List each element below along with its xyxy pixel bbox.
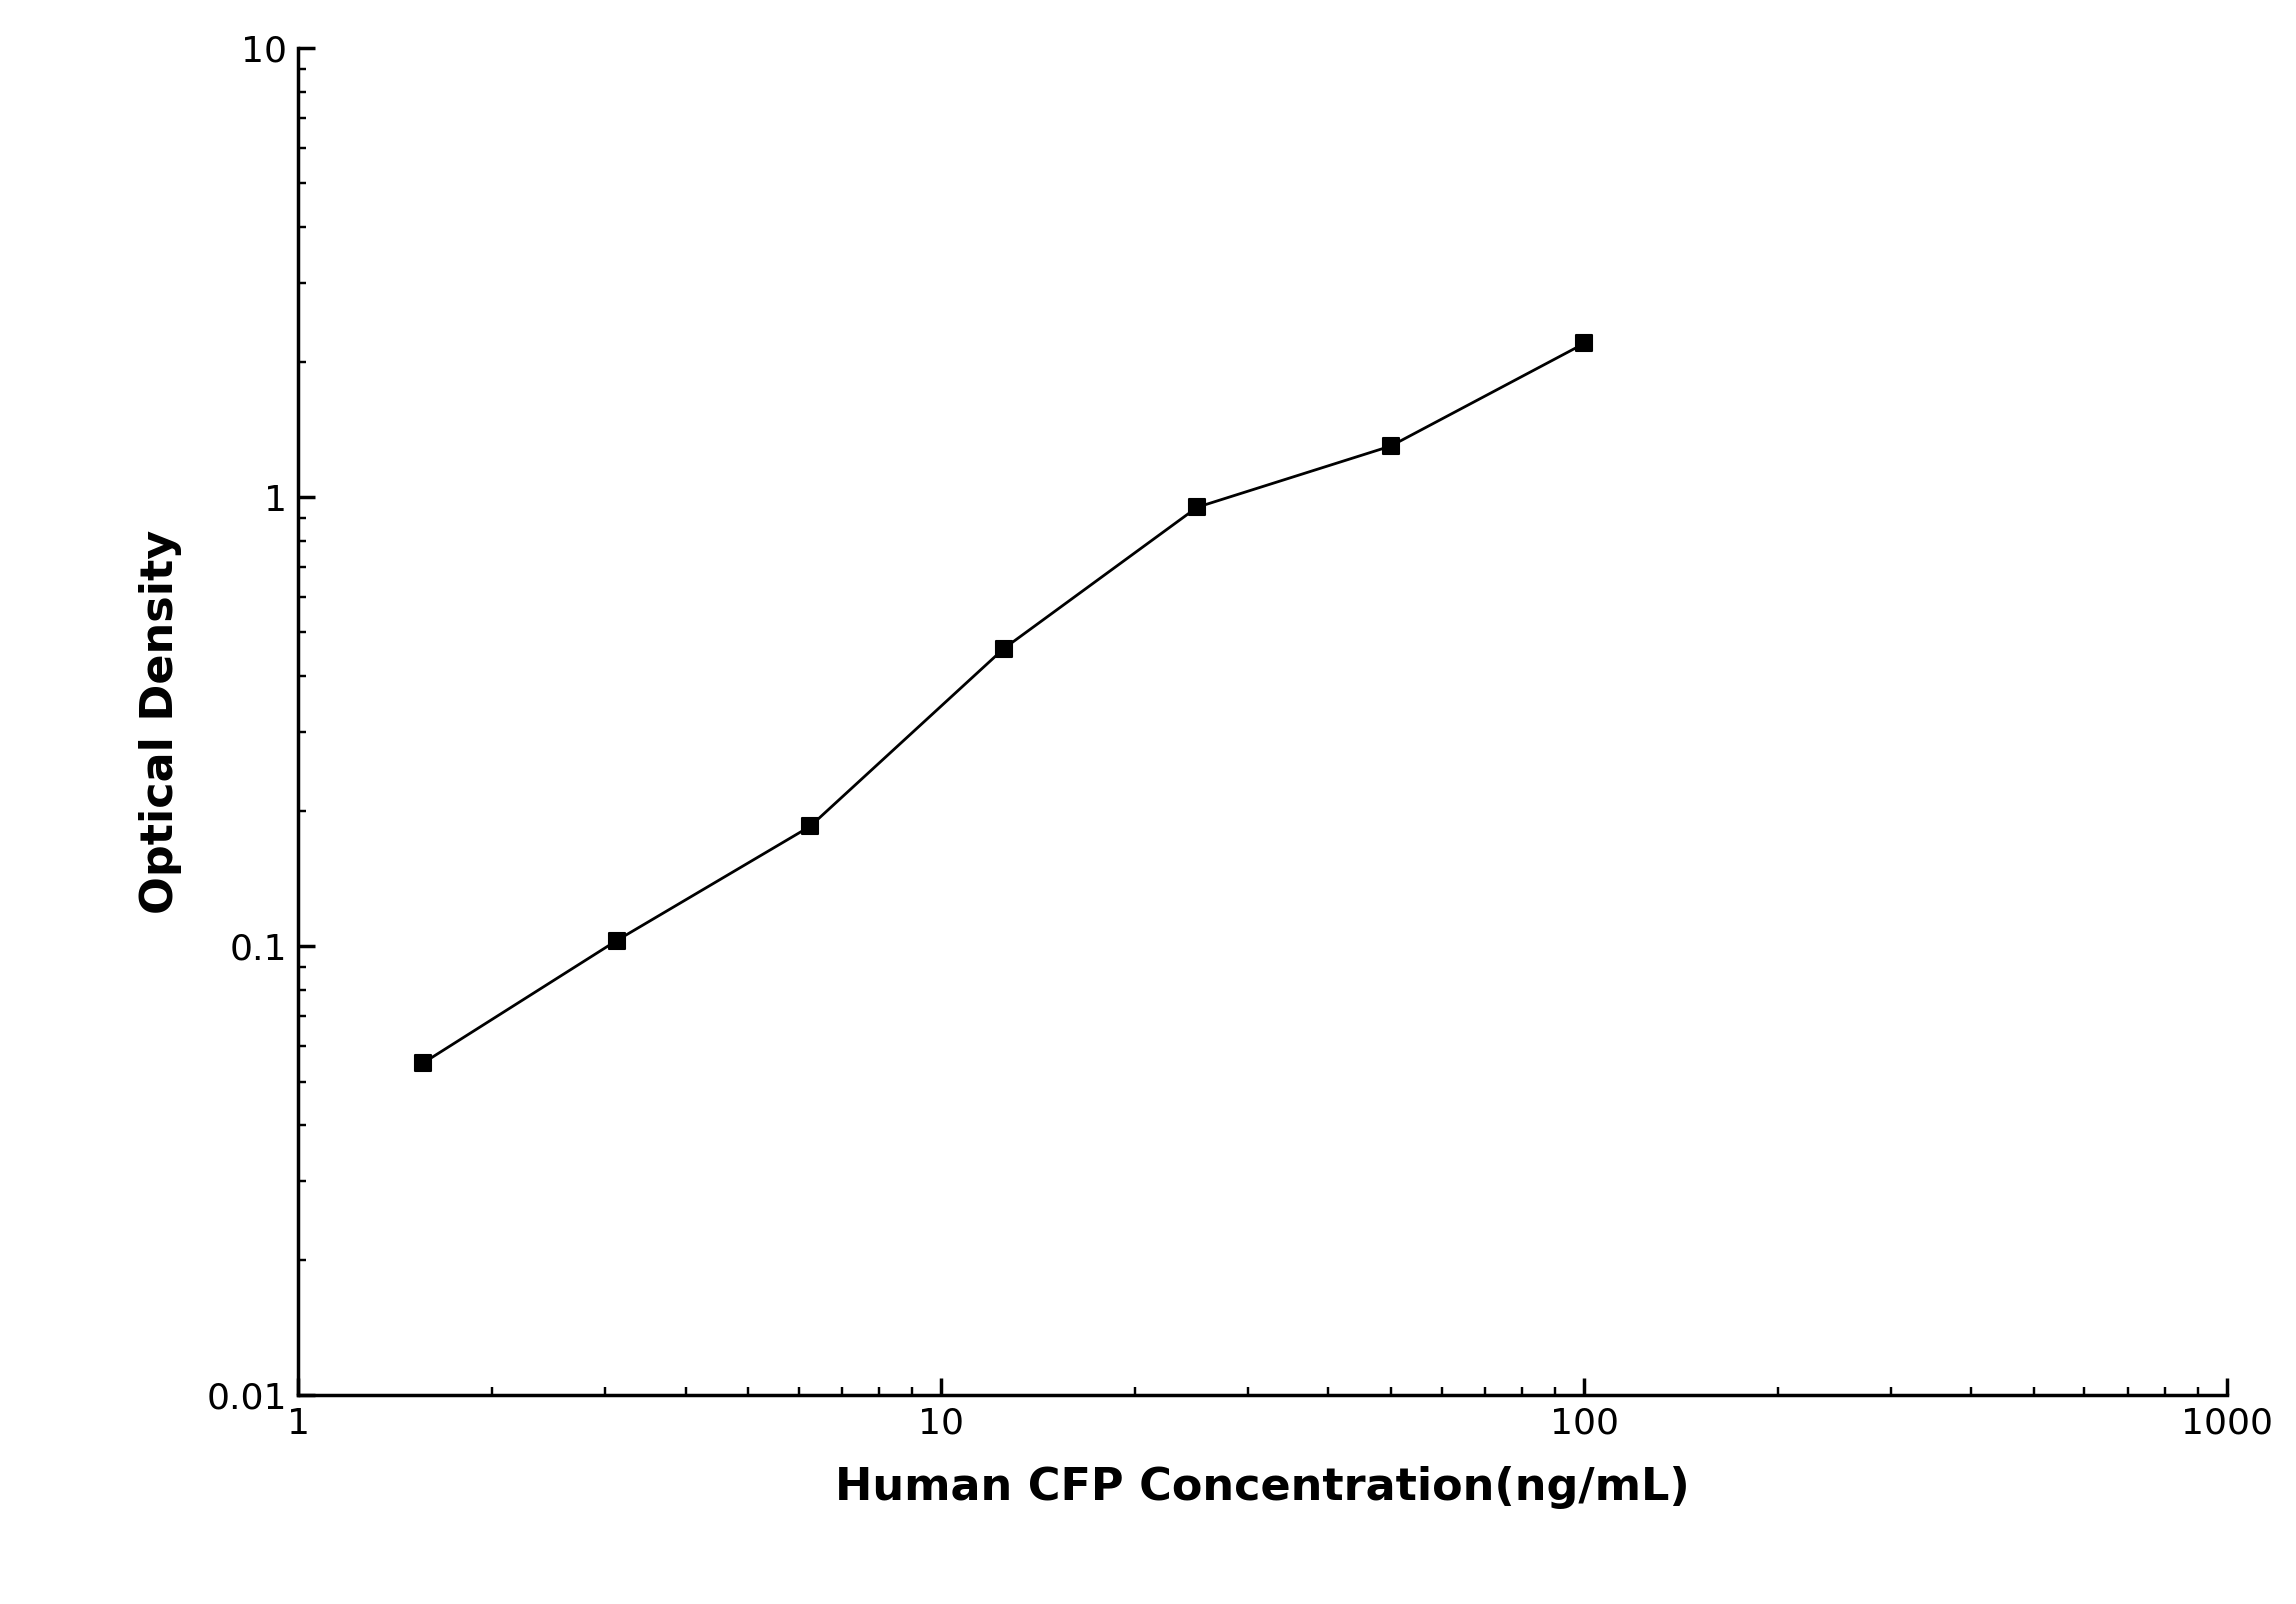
- Point: [404, 1051, 441, 1076]
- Y-axis label: Optical Density: Optical Density: [138, 529, 181, 914]
- Point: [1373, 433, 1410, 459]
- Point: [985, 635, 1022, 661]
- Point: [599, 927, 636, 953]
- X-axis label: Human CFP Concentration(ng/mL): Human CFP Concentration(ng/mL): [836, 1466, 1690, 1509]
- Point: [1178, 494, 1215, 520]
- Point: [792, 813, 829, 839]
- Point: [1566, 330, 1603, 356]
